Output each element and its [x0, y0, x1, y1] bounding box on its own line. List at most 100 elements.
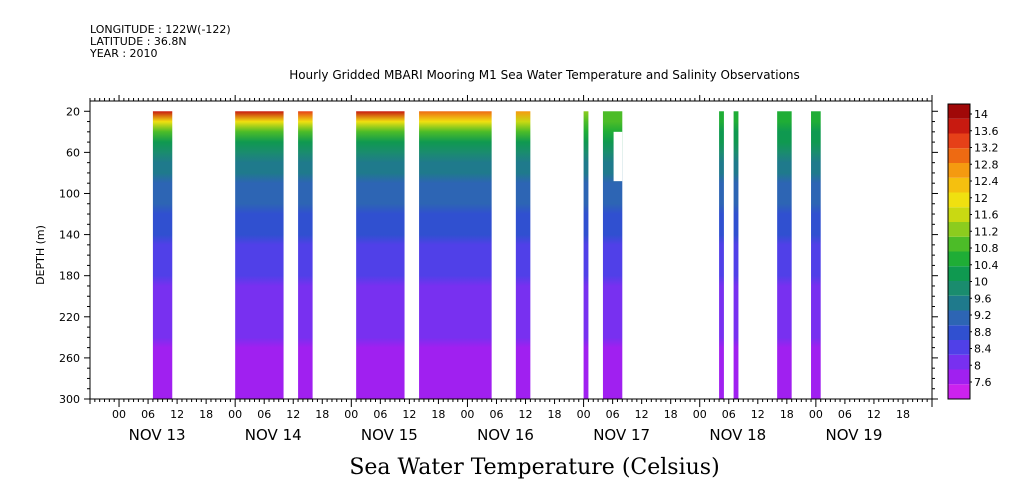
x-day-label: NOV 17 — [593, 426, 650, 444]
colorbar-label: 10.8 — [974, 242, 999, 255]
colorbar-label: 10.4 — [974, 259, 999, 272]
colorbar-label: 7.6 — [974, 376, 992, 389]
colorbar-swatch — [948, 163, 970, 178]
x-hour-label: 18 — [896, 408, 910, 421]
x-hour-label: 12 — [170, 408, 184, 421]
x-hour-label: 12 — [519, 408, 533, 421]
colorbar-label: 11.6 — [974, 209, 999, 222]
x-hour-label: 06 — [373, 408, 387, 421]
colorbar-swatch — [948, 177, 970, 193]
chart-subtitle-label: Sea Water Temperature (Celsius) — [349, 455, 720, 480]
latitude-label: LATITUDE : 36.8N — [90, 35, 187, 48]
plot-area — [152, 111, 821, 399]
data-column — [811, 111, 821, 399]
colorbar-label: 8 — [974, 359, 981, 372]
data-column — [356, 111, 405, 399]
colorbar-label: 12 — [974, 192, 988, 205]
x-hour-label: 12 — [751, 408, 765, 421]
axes: 20 60 100 140 180 220 260 300 00 06 12 18 00 06 12 18 00… — [59, 95, 938, 444]
x-hour-label: 06 — [489, 408, 503, 421]
colorbar-label: 10 — [974, 276, 988, 289]
x-hour-label: 12 — [635, 408, 649, 421]
x-hour-label: 18 — [664, 408, 678, 421]
colorbar-swatch — [948, 236, 970, 252]
data-column — [583, 111, 589, 399]
colorbar-label: 9.6 — [974, 292, 992, 305]
data-column — [733, 111, 739, 399]
x-hour-label: 00 — [577, 408, 591, 421]
data-column — [602, 111, 623, 399]
colorbar-swatch — [948, 148, 970, 163]
x-day-label: NOV 14 — [245, 426, 302, 444]
colorbar-label: 14 — [974, 108, 988, 121]
colorbar-swatch — [948, 207, 970, 222]
x-hour-label: 00 — [344, 408, 358, 421]
x-hour-label: 06 — [838, 408, 852, 421]
x-hour-label: 06 — [257, 408, 271, 421]
x-day-label: NOV 13 — [129, 426, 186, 444]
x-hour-label: 12 — [867, 408, 881, 421]
x-day-label: NOV 19 — [825, 426, 882, 444]
colorbar-frame — [947, 103, 971, 400]
colorbar-swatch — [948, 310, 970, 326]
data-column — [235, 111, 284, 399]
data-column — [419, 111, 492, 399]
colorbar-swatch — [948, 133, 970, 149]
colorbar-label: 13.2 — [974, 142, 999, 155]
colorbar-swatch — [948, 104, 970, 119]
data-column — [777, 111, 792, 399]
colorbar-label: 13.6 — [974, 125, 999, 138]
x-hour-label: 00 — [228, 408, 242, 421]
x-hour-label: 18 — [780, 408, 794, 421]
colorbar-swatch — [948, 118, 970, 134]
plot-frame — [89, 100, 933, 400]
colorbar-swatch — [948, 354, 970, 370]
x-day-label: NOV 18 — [709, 426, 766, 444]
x-hour-label: 18 — [315, 408, 329, 421]
x-hour-label: 18 — [548, 408, 562, 421]
data-gap — [613, 131, 623, 182]
x-day-label: NOV 15 — [361, 426, 418, 444]
colorbar-swatch — [948, 325, 970, 340]
colorbar-swatch — [948, 251, 970, 267]
longitude-label: LONGITUDE : 122W(-122) — [90, 23, 231, 36]
colorbar-label: 8.4 — [974, 343, 992, 356]
y-tick-label: 140 — [59, 229, 80, 242]
x-hour-label: 12 — [286, 408, 300, 421]
colorbar-swatch — [948, 192, 970, 208]
y-tick-label: 60 — [66, 146, 80, 159]
x-day-label: NOV 16 — [477, 426, 534, 444]
x-hour-label: 06 — [141, 408, 155, 421]
chart-title: Hourly Gridded MBARI Mooring M1 Sea Wate… — [289, 68, 800, 82]
x-hour-label: 06 — [722, 408, 736, 421]
y-tick-label: 300 — [59, 393, 80, 406]
x-hour-label: 00 — [809, 408, 823, 421]
colorbar-label: 8.8 — [974, 326, 992, 339]
colorbar-swatch — [948, 340, 970, 355]
colorbar-label: 12.8 — [974, 158, 999, 171]
year-label: YEAR : 2010 — [90, 47, 158, 60]
x-hour-label: 00 — [460, 408, 474, 421]
y-tick-label: 20 — [66, 105, 80, 118]
colorbar-swatch — [948, 369, 970, 385]
x-hour-label: 00 — [112, 408, 126, 421]
colorbar-swatch — [948, 222, 970, 237]
colorbar-swatch — [948, 266, 970, 281]
x-hour-label: 18 — [199, 408, 213, 421]
y-axis-label: DEPTH (m) — [34, 225, 47, 285]
colorbar: 7.6 8 8.4 8.8 9.2 9.6 10 10.4 10.8 11.2 11.6 12 12.4… — [947, 103, 999, 400]
y-tick-label: 180 — [59, 270, 80, 283]
colorbar-label: 12.4 — [974, 175, 999, 188]
colorbar-swatch — [948, 281, 970, 296]
data-column — [515, 111, 531, 399]
colorbar-swatch — [948, 295, 970, 311]
y-tick-label: 100 — [59, 187, 80, 200]
colorbar-swatch — [948, 384, 970, 399]
colorbar-label: 9.2 — [974, 309, 992, 322]
x-hour-label: 00 — [693, 408, 707, 421]
x-hour-label: 18 — [431, 408, 445, 421]
y-tick-label: 260 — [59, 352, 80, 365]
x-hour-label: 12 — [402, 408, 416, 421]
data-column — [298, 111, 313, 399]
